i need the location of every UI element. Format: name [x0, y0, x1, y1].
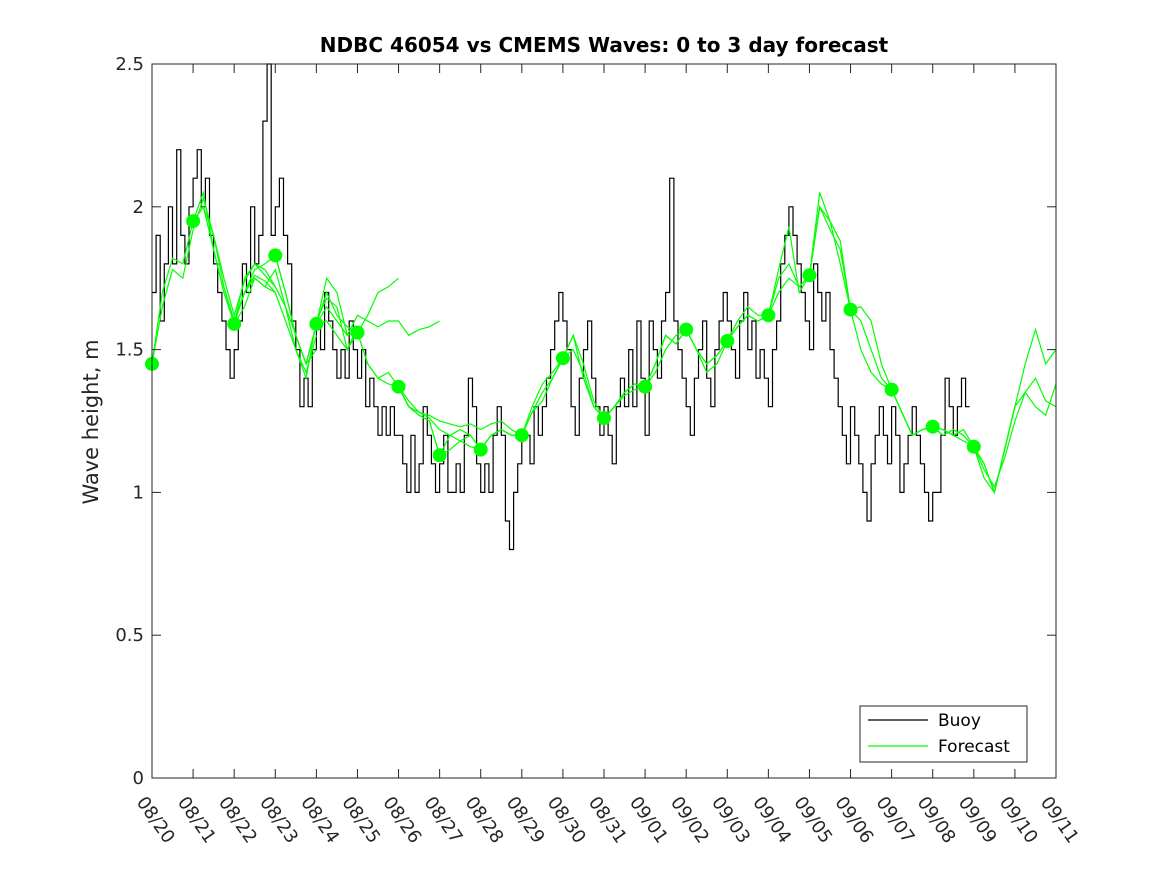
chart-title: NDBC 46054 vs CMEMS Waves: 0 to 3 day fo…: [320, 33, 889, 57]
forecast-start-points: [145, 214, 981, 463]
forecast-run-line-18: [685, 226, 811, 374]
legend-buoy-label: Buoy: [938, 711, 981, 731]
y-tick-label: 1: [133, 482, 144, 503]
forecast-start-point: [227, 316, 242, 331]
forecast-start-point: [597, 411, 611, 426]
forecast-run-line-5: [233, 268, 359, 381]
forecast-start-point: [679, 322, 694, 337]
y-tick-label: 2: [133, 197, 144, 218]
forecast-start-point: [309, 316, 324, 331]
y-tick-label: 2.5: [115, 54, 144, 75]
forecast-start-point: [473, 442, 488, 457]
forecast-start-point: [966, 439, 981, 454]
forecast-run-line-6: [274, 255, 399, 366]
forecast-start-point: [925, 419, 940, 434]
y-axis-label: Wave height, m: [79, 339, 103, 504]
y-tick-label: 0.5: [115, 625, 144, 646]
buoy-series-line: [152, 63, 970, 551]
forecast-run-line-25: [932, 377, 1057, 489]
legend: Buoy Forecast: [859, 705, 1028, 763]
plot-lines: [151, 63, 1057, 551]
y-tick-label: 1.5: [115, 340, 144, 361]
forecast-start-point: [720, 334, 735, 348]
forecast-start-point: [761, 308, 776, 323]
legend-forecast-label: Forecast: [938, 737, 1010, 757]
forecast-run-line-26: [973, 383, 1057, 495]
forecast-start-point: [350, 325, 365, 340]
forecast-run-line-14: [521, 348, 646, 436]
forecast-start-point: [432, 448, 447, 463]
forecast-start-point: [802, 268, 817, 283]
forecast-run-line-11: [398, 386, 523, 436]
forecast-start-point: [268, 248, 283, 263]
forecast-start-point: [884, 382, 899, 397]
forecast-start-point: [638, 379, 653, 394]
forecast-start-point: [555, 351, 570, 366]
y-tick-label: 0: [133, 768, 144, 789]
forecast-start-point: [514, 428, 529, 443]
forecast-run-line-8: [315, 305, 440, 337]
forecast-run-line-13: [480, 333, 605, 450]
forecast-run-line-20: [767, 204, 893, 390]
forecast-start-point: [843, 302, 858, 317]
forecast-start-point: [186, 214, 201, 229]
forecast-start-point: [391, 379, 406, 394]
legend-box: [859, 705, 1028, 763]
